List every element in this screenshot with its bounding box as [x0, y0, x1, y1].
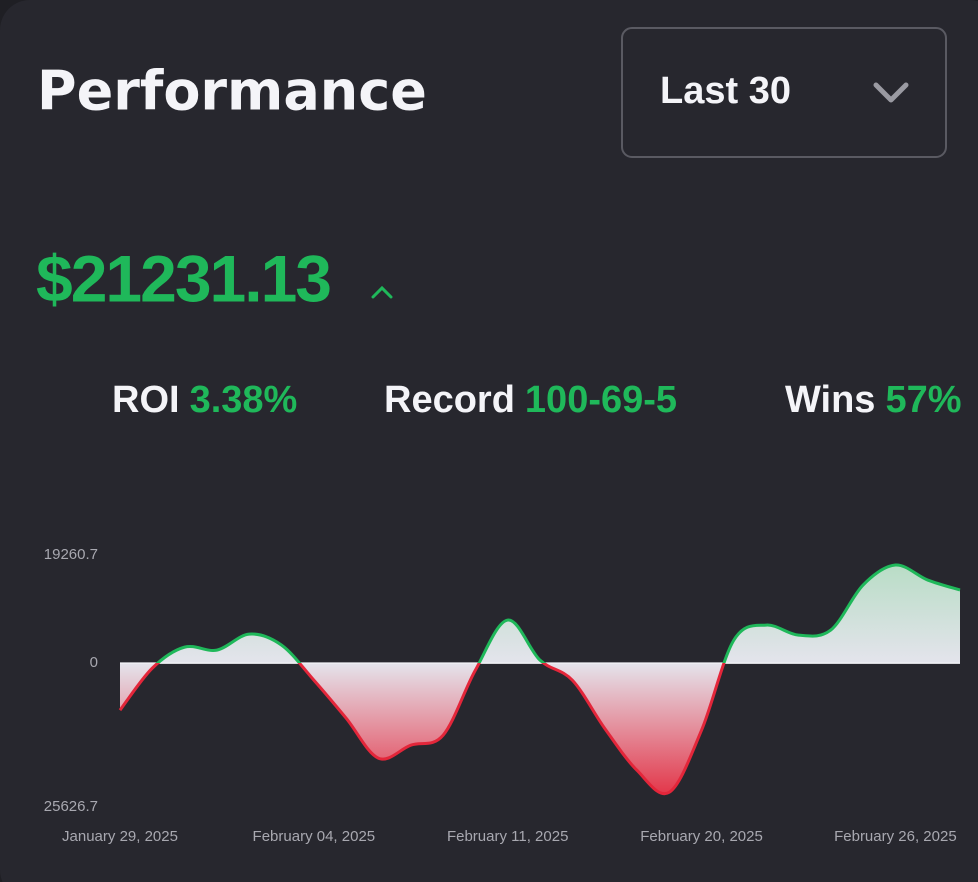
range-dropdown[interactable]: Last 30	[621, 27, 947, 158]
y-tick-label: 19260.7	[44, 546, 98, 563]
stat-label: ROI	[112, 379, 180, 421]
x-tick-label: February 04, 2025	[253, 828, 376, 845]
stat-label: Record	[384, 379, 515, 421]
x-tick-label: February 11, 2025	[447, 828, 568, 845]
stat-value: 100-69-5	[525, 379, 677, 421]
stat-roi: ROI 3.38%	[112, 379, 297, 421]
y-tick-label: 25626.7	[44, 798, 98, 815]
x-tick-label: January 29, 2025	[62, 828, 178, 845]
y-tick-label: 0	[90, 654, 98, 671]
page-title: Performance	[37, 60, 427, 123]
stat-record: Record 100-69-5	[384, 379, 677, 421]
stat-value: 3.38%	[190, 379, 298, 421]
x-tick-label: February 26, 2025	[834, 828, 957, 845]
stat-wins: Wins 57%	[785, 379, 962, 421]
up-caret	[371, 285, 393, 299]
stat-label: Wins	[785, 379, 875, 421]
total-amount: $21231.13	[36, 241, 330, 315]
dropdown-label[interactable]: Last 30	[660, 70, 791, 112]
area-fill	[120, 565, 960, 794]
dropdown-box[interactable]	[621, 27, 947, 158]
x-tick-label: February 20, 2025	[640, 828, 763, 845]
stat-value: 57%	[885, 379, 961, 421]
chevron-icon[interactable]	[873, 82, 909, 103]
performance-line	[118, 563, 961, 796]
